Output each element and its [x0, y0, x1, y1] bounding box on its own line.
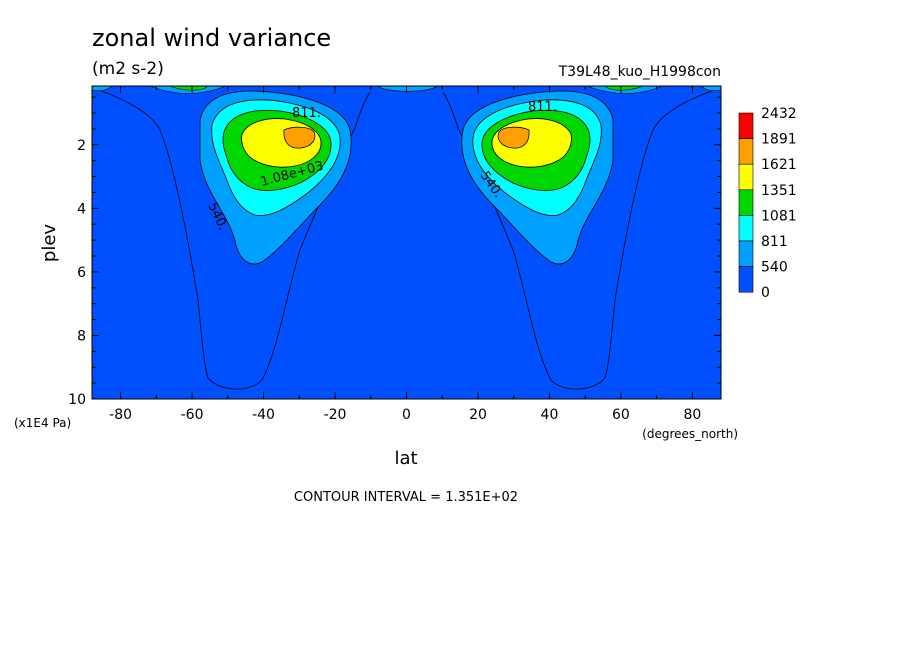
x-tick-label: -20: [324, 407, 347, 423]
colorbar-swatch: [738, 138, 754, 165]
x-tick-label: 60: [612, 407, 630, 423]
colorbar-swatch: [738, 112, 754, 139]
fill-level-5-north: [497, 126, 530, 149]
y-tick-label: 8: [77, 328, 86, 344]
colorbar-swatch: [738, 215, 754, 242]
x-tick-label: 40: [541, 407, 559, 423]
x-axis-title: lat: [394, 448, 417, 469]
x-tick-label: -40: [252, 407, 275, 423]
colorbar-label: 1891: [761, 132, 797, 148]
y-units-label: (x1E4 Pa): [14, 416, 71, 430]
colorbar-label: 2432: [761, 106, 797, 122]
colorbar-label: 1081: [761, 208, 797, 224]
colorbar-label: 1621: [761, 157, 797, 173]
x-tick-label: -60: [181, 407, 204, 423]
colorbar-label: 0: [761, 285, 770, 301]
southern-jet: [199, 90, 352, 265]
fill-level-0: [92, 86, 721, 399]
y-tick-label: 4: [77, 201, 86, 217]
x-tick-label: 80: [683, 407, 701, 423]
y-axis: 2 4 6 8 10: [68, 96, 721, 408]
colorbar: 2432 1891 1621 1351 1081 811 540 0: [738, 106, 797, 301]
colorbar-label: 1351: [761, 183, 797, 199]
x-tick-label: 20: [469, 407, 487, 423]
colorbar-swatch: [738, 189, 754, 216]
colorbar-label: 811: [761, 234, 788, 250]
y-tick-label: 2: [77, 138, 86, 154]
x-tick-label: 0: [402, 407, 411, 423]
y-axis-title: plev: [39, 224, 60, 263]
contour-interval-label: CONTOUR INTERVAL = 1.351E+02: [294, 490, 518, 505]
run-label: T39L48_kuo_H1998con: [558, 64, 721, 80]
x-axis: -80 -60 -40 -20 0 20 40 60 80: [109, 86, 701, 423]
contour-plot: 811. 1.08e+03 540. 811. 540.: [91, 85, 722, 400]
northern-jet: [461, 90, 614, 265]
y-tick-label: 10: [68, 392, 86, 408]
y-tick-label: 6: [77, 265, 86, 281]
contour-label-north-811: 811.: [528, 100, 557, 115]
fill-level-5-south: [283, 126, 316, 149]
colorbar-label: 540: [761, 260, 788, 276]
x-units-label: (degrees_north): [642, 427, 738, 441]
x-tick-label: -80: [109, 407, 132, 423]
colorbar-swatch: [738, 266, 754, 293]
colorbar-swatch: [738, 163, 754, 191]
chart-units: (m2 s-2): [92, 59, 164, 79]
contour-label-south-811: 811.: [292, 106, 321, 121]
colorbar-swatch: [738, 240, 754, 267]
chart-title: zonal wind variance: [92, 24, 331, 52]
